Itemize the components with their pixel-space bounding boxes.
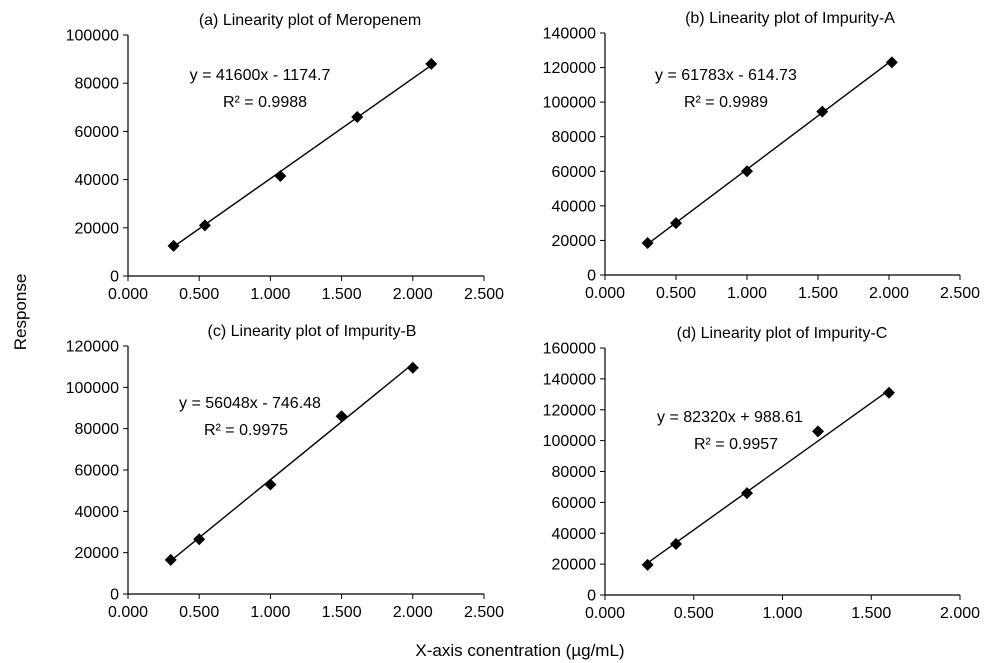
r-squared-label: R² = 0.9989	[684, 94, 768, 111]
y-tick-label: 100000	[66, 380, 119, 397]
y-tick-label: 160000	[543, 341, 596, 358]
x-tick-label: 1.500	[798, 285, 838, 302]
x-tick-label: 1.500	[851, 605, 891, 622]
chart-title: (c) Linearity plot of Impurity-B	[208, 323, 417, 340]
y-tick-label: 80000	[75, 76, 120, 93]
y-tick-label: 80000	[552, 129, 597, 146]
y-tick-label: 100000	[543, 95, 596, 112]
chart-title: (a) Linearity plot of Meropenem	[199, 12, 421, 29]
x-tick-label: 0.000	[585, 285, 625, 302]
x-tick-label: 0.500	[674, 605, 714, 622]
x-tick-label: 1.500	[322, 286, 362, 303]
trendline-equation: y = 56048x - 746.48	[179, 395, 321, 412]
y-tick-label: 40000	[552, 526, 597, 543]
data-point	[274, 169, 287, 182]
y-tick-label: 20000	[75, 220, 120, 237]
r-squared-label: R² = 0.9975	[204, 422, 288, 439]
r-squared-label: R² = 0.9957	[694, 436, 778, 453]
chart-title: (b) Linearity plot of Impurity-A	[685, 10, 895, 27]
y-tick-label: 60000	[75, 124, 120, 141]
y-axis-label: Response	[11, 274, 30, 351]
y-tick-label: 0	[587, 268, 596, 285]
data-point	[425, 57, 438, 70]
y-tick-label: 0	[110, 587, 119, 604]
data-point	[198, 219, 211, 232]
y-tick-label: 120000	[543, 60, 596, 77]
data-point	[164, 553, 177, 566]
trendline-equation: y = 41600x - 1174.7	[190, 67, 331, 84]
data-point	[670, 217, 682, 230]
y-tick-label: 60000	[552, 164, 597, 181]
y-tick-label: 20000	[552, 557, 597, 574]
x-tick-label: 2.500	[940, 285, 980, 302]
data-point	[264, 478, 277, 491]
x-tick-label: 1.000	[250, 604, 290, 621]
y-tick-label: 80000	[75, 421, 120, 438]
x-tick-label: 2.000	[393, 604, 433, 621]
data-point	[641, 237, 654, 250]
data-point	[816, 105, 829, 118]
y-tick-label: 60000	[75, 463, 120, 480]
data-point	[641, 558, 654, 571]
data-point	[883, 386, 895, 399]
data-point	[193, 533, 206, 546]
x-tick-label: 0.000	[108, 286, 148, 303]
chart-panel-b: (b) Linearity plot of Impurity-A 0 20000 40…	[543, 10, 981, 302]
data-point	[670, 538, 682, 551]
trendline-equation: y = 61783x - 614.73	[655, 67, 797, 84]
x-tick-label: 2.000	[940, 605, 980, 622]
x-tick-label: 0.000	[108, 604, 148, 621]
chart-title: (d) Linearity plot of Impurity-C	[677, 325, 888, 342]
y-tick-label: 60000	[552, 495, 597, 512]
x-tick-label: 1.000	[762, 605, 802, 622]
data-point	[167, 239, 180, 252]
y-tick-label: 0	[110, 269, 119, 286]
data-point	[741, 165, 753, 178]
chart-panel-c: (c) Linearity plot of Impurity-B 0 20000 40…	[66, 323, 505, 621]
x-tick-label: 2.000	[393, 286, 433, 303]
x-tick-label: 0.500	[179, 286, 219, 303]
y-tick-label: 0	[587, 588, 596, 605]
y-tick-label: 120000	[543, 402, 596, 419]
data-point	[335, 410, 348, 423]
y-tick-label: 20000	[75, 545, 120, 562]
x-tick-label: 1.500	[322, 604, 362, 621]
x-tick-label: 0.500	[656, 285, 696, 302]
x-tick-label: 2.500	[464, 604, 504, 621]
chart-panel-a: (a) Linearity plot of Meropenem 0 20000 400…	[66, 12, 505, 303]
x-tick-label: 0.500	[179, 604, 219, 621]
x-axis-label: X-axis conentration (µg/mL)	[415, 641, 624, 660]
y-tick-label: 40000	[75, 504, 120, 521]
trendline	[170, 363, 414, 562]
data-point	[406, 361, 419, 374]
trendline	[647, 59, 893, 245]
y-tick-label: 20000	[552, 233, 597, 250]
x-tick-label: 1.000	[727, 285, 767, 302]
data-point	[741, 487, 753, 500]
y-tick-label: 140000	[543, 371, 596, 388]
x-tick-label: 2.500	[464, 286, 504, 303]
x-tick-label: 0.000	[585, 605, 625, 622]
chart-panel-d: (d) Linearity plot of Impurity-C 0 20000 40…	[543, 325, 981, 622]
y-tick-label: 40000	[75, 172, 120, 189]
r-squared-label: R² = 0.9988	[223, 94, 307, 111]
x-tick-label: 1.000	[250, 286, 290, 303]
x-tick-label: 2.000	[869, 285, 909, 302]
y-tick-label: 40000	[552, 198, 597, 215]
data-point	[351, 110, 364, 123]
trendline-equation: y = 82320x + 988.61	[657, 409, 803, 426]
y-tick-label: 80000	[552, 464, 597, 481]
y-tick-label: 140000	[543, 26, 596, 43]
data-point	[885, 56, 898, 69]
y-tick-label: 100000	[66, 28, 119, 45]
y-tick-label: 120000	[66, 339, 119, 356]
y-tick-label: 100000	[543, 433, 596, 450]
trendline	[173, 64, 432, 248]
trendline	[647, 389, 890, 564]
data-point	[812, 425, 824, 438]
